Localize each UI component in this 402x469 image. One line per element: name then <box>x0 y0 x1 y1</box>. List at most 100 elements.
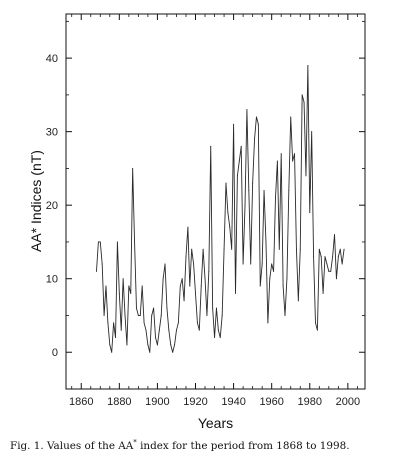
data-point-1981 <box>311 131 313 133</box>
data-point-1942 <box>236 175 238 177</box>
data-point-1993 <box>334 234 336 236</box>
data-point-1888 <box>134 241 136 243</box>
data-point-1949 <box>250 263 252 265</box>
data-point-1930 <box>214 337 216 339</box>
data-point-1958 <box>267 322 269 324</box>
data-point-1901 <box>158 329 160 331</box>
data-point-1871 <box>101 263 103 265</box>
x-tick-label: 1940 <box>221 396 245 408</box>
data-point-1997 <box>341 263 343 265</box>
data-point-1937 <box>227 212 229 214</box>
data-point-1887 <box>132 167 134 169</box>
data-point-1976 <box>301 94 303 96</box>
x-tick-label: 1920 <box>183 396 207 408</box>
data-point-1905 <box>166 307 168 309</box>
data-point-1907 <box>170 344 172 346</box>
data-point-1910 <box>175 329 177 331</box>
data-point-1947 <box>246 109 248 111</box>
data-point-1877 <box>113 322 115 324</box>
data-point-1956 <box>263 189 265 191</box>
data-point-1921 <box>196 322 198 324</box>
y-tick-label: 40 <box>46 53 58 65</box>
data-point-1880 <box>118 292 120 294</box>
data-point-1989 <box>326 263 328 265</box>
data-point-1931 <box>215 307 217 309</box>
data-point-1906 <box>168 329 170 331</box>
data-point-1879 <box>116 241 118 243</box>
data-point-1929 <box>212 307 214 309</box>
data-point-1953 <box>257 123 259 125</box>
data-point-1886 <box>130 292 132 294</box>
data-point-1959 <box>269 278 271 280</box>
data-point-1994 <box>335 278 337 280</box>
data-point-1897 <box>151 314 153 316</box>
data-point-1998 <box>343 248 345 250</box>
data-point-1986 <box>320 256 322 258</box>
x-tick-label: 1960 <box>259 396 283 408</box>
data-point-1988 <box>324 256 326 258</box>
data-point-1894 <box>145 329 147 331</box>
data-point-1899 <box>155 337 157 339</box>
series-line <box>96 65 345 353</box>
data-point-1962 <box>274 197 276 199</box>
caption-suffix: index for the period from 1868 to 1998. <box>136 440 350 452</box>
data-point-1896 <box>149 351 151 353</box>
x-tick-label: 1860 <box>69 396 93 408</box>
data-point-1884 <box>126 344 128 346</box>
data-point-1876 <box>111 351 113 353</box>
data-point-1893 <box>143 322 145 324</box>
data-point-1963 <box>276 160 278 162</box>
data-point-1926 <box>206 314 208 316</box>
data-point-1980 <box>309 212 311 214</box>
data-point-1875 <box>109 344 111 346</box>
x-axis-title: Years <box>198 415 233 431</box>
data-point-1902 <box>160 314 162 316</box>
data-point-1971 <box>292 160 294 162</box>
data-point-1922 <box>198 329 200 331</box>
caption-prefix: Fig. 1. Values of the AA <box>10 440 134 452</box>
data-point-1868 <box>95 270 97 272</box>
data-point-1961 <box>273 270 275 272</box>
data-point-1983 <box>314 322 316 324</box>
data-point-1916 <box>187 226 189 228</box>
data-point-1933 <box>219 337 221 339</box>
data-point-1950 <box>252 182 254 184</box>
data-point-1891 <box>139 314 141 316</box>
data-point-1964 <box>278 248 280 250</box>
data-point-1967 <box>284 314 286 316</box>
data-point-1903 <box>162 278 164 280</box>
data-point-1968 <box>286 278 288 280</box>
data-point-1873 <box>105 285 107 287</box>
plot-frame <box>65 13 366 390</box>
data-point-1945 <box>242 263 244 265</box>
x-tick-label: 1980 <box>298 396 322 408</box>
data-point-1975 <box>299 248 301 250</box>
data-point-1923 <box>200 285 202 287</box>
data-point-1925 <box>204 278 206 280</box>
x-tick-label: 1880 <box>107 396 131 408</box>
data-point-1919 <box>193 263 195 265</box>
data-point-1990 <box>328 270 330 272</box>
data-point-1954 <box>259 285 261 287</box>
data-point-1952 <box>255 116 257 118</box>
data-point-1938 <box>229 226 231 228</box>
data-point-1984 <box>316 329 318 331</box>
data-point-1940 <box>233 123 235 125</box>
data-point-1898 <box>153 307 155 309</box>
caption-superscript: * <box>133 438 137 447</box>
data-point-1924 <box>202 248 204 250</box>
x-axis-ticks: 1860 1880 1900 1920 1940 1960 1980 2000 <box>69 14 360 408</box>
data-point-1874 <box>107 322 109 324</box>
data-point-1904 <box>164 263 166 265</box>
data-point-1920 <box>195 292 196 294</box>
data-point-1985 <box>318 248 320 250</box>
data-point-1991 <box>330 270 332 272</box>
data-point-1955 <box>261 263 263 265</box>
data-point-1960 <box>271 263 273 265</box>
data-point-1992 <box>332 256 334 258</box>
data-point-1881 <box>120 329 122 331</box>
data-point-1944 <box>240 145 242 147</box>
data-point-1917 <box>189 285 191 287</box>
data-point-1946 <box>244 204 246 206</box>
data-point-1889 <box>135 307 137 309</box>
